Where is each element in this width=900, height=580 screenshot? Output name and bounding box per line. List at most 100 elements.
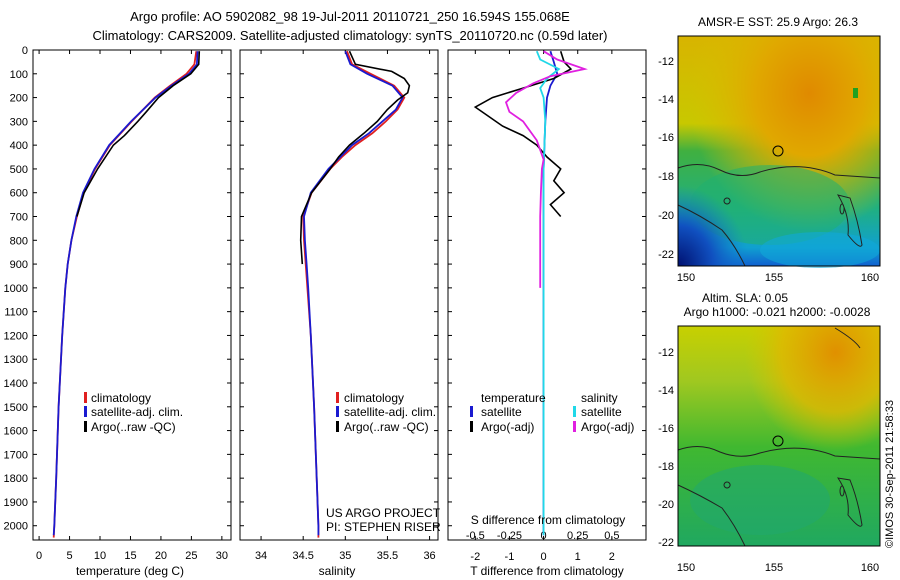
sla-xtick: 160 [861,562,879,574]
sst-float-position [772,145,784,157]
sla-float-position [772,435,784,447]
x-tick-label: 2 [609,551,615,563]
x-tick-label: 36 [423,550,435,562]
sla-xtick: 155 [765,562,783,574]
x-tick-label: 15 [124,550,136,562]
legend-satellite-label: satellite-adj. clim. [91,405,183,419]
s-diff-tick-label: -0.25 [497,530,522,542]
depth-tick-label: 1200 [4,330,28,342]
sst-ytick: -16 [658,132,674,144]
difference-panel-frame [447,49,647,541]
depth-tick-label: 400 [10,140,28,152]
figure-title-line2: Climatology: CARS2009. Satellite-adjuste… [93,28,608,43]
sla-map-frame [677,325,881,547]
sst-cold-corner [678,36,880,266]
sla-map [677,325,881,547]
legend-climatology-swatch [336,392,339,403]
series-line-climatology [52,51,198,538]
depth-tick-label: 200 [10,93,28,105]
series-line-argo-raw-qc- [76,51,201,217]
s-diff-tick-label: -0.5 [466,530,485,542]
s-diff-tick-label: 0.5 [604,530,619,542]
depth-tick-label: 1900 [4,497,28,509]
sst-pixel-anomaly [853,88,858,98]
sla-map-yticks: -12 -14 -16 -18 -20 -22 [658,347,674,549]
profile-series [52,50,588,538]
sst-map-frame [677,35,881,267]
sla-ytick: -20 [658,499,674,511]
legend-argo-swatch [84,421,87,432]
legend-satellite-swatch [84,406,87,417]
temperature-panel-frame [32,49,232,541]
legend-climatology-label: climatology [344,391,404,405]
legend-s-argo-swatch [573,421,576,432]
series-line-satellite-adj-clim- [52,51,199,536]
depth-tick-label: 800 [10,235,28,247]
sla-ytick: -12 [658,347,674,359]
legend-t-satellite-swatch [470,406,473,417]
series-line-satellite-adj-clim- [303,50,404,536]
x-tick-label: 30 [216,550,228,562]
legend-t-argo-swatch [470,421,473,432]
depth-tick-label: 1100 [4,307,28,319]
legend-satellite-swatch [336,406,339,417]
sla-map-title-line1: Altim. SLA: 0.05 [702,291,788,305]
x-tick-label: 5 [66,550,72,562]
depth-tick-label: 600 [10,188,28,200]
sst-xtick: 150 [677,272,695,284]
figure-title-line1: Argo profile: AO 5902082_98 19-Jul-2011 … [130,9,570,24]
legend-salinity-heading: salinity [581,391,618,405]
depth-axis: 0 100 200 300 400 500 600 700 800 900 1000 1100 1200… [4,45,646,533]
x-tick-label: 20 [155,550,167,562]
depth-tick-label: 700 [10,212,28,224]
x-tick-label: 35 [339,550,351,562]
legend-climatology-swatch [84,392,87,403]
s-diff-tick-label: 0 [541,530,547,542]
sst-ytick: -12 [658,56,674,68]
sst-xtick: 155 [765,272,783,284]
x-tick-label: -2 [470,551,480,563]
sla-xtick: 150 [677,562,695,574]
sla-ytick: -22 [658,537,674,549]
series-line-s-satellite [535,50,561,536]
depth-tick-label: 1400 [4,378,28,390]
sla-map-xticks: 150 155 160 [677,562,879,574]
sst-ytick: -20 [658,210,674,222]
depth-tick-label: 1500 [4,402,28,414]
legend-s-satellite-swatch [573,406,576,417]
legend-s-satellite-label: satellite [581,405,622,419]
depth-tick-label: 1800 [4,473,28,485]
x-tick-label: 0 [541,551,547,563]
difference-legend: temperature satellite Argo(-adj) salinit… [470,391,634,434]
x-tick-label: 34 [255,550,267,562]
sla-ytick: -14 [658,385,674,397]
sla-map-title-line2: Argo h1000: -0.021 h2000: -0.0028 [684,305,871,319]
x-tick-label: 25 [185,550,197,562]
x-tick-label: 0 [36,550,42,562]
sla-ytick: -16 [658,423,674,435]
temperature-xlabel: temperature (deg C) [76,564,184,578]
series-line-s-argo-adj- [504,50,588,288]
project-pi: PI: STEPHEN RISER [326,520,441,534]
legend-argo-swatch [336,421,339,432]
temperature-legend: climatology satellite-adj. clim. Argo(..… [84,391,183,434]
depth-tick-label: 900 [10,259,28,271]
depth-tick-label: 0 [22,45,28,57]
series-line-argo-raw-qc- [299,50,411,265]
depth-tick-label: 100 [10,69,28,81]
depth-tick-label: 1300 [4,354,28,366]
legend-t-argo-label: Argo(-adj) [481,420,534,434]
depth-tick-label: 300 [10,116,28,128]
legend-argo-label: Argo(..raw -QC) [344,420,429,434]
salinity-xlabel: salinity [319,564,356,578]
depth-tick-label: 500 [10,164,28,176]
salinity-legend: climatology satellite-adj. clim. Argo(..… [336,391,436,434]
sst-coastline [677,164,881,267]
difference-xlabel-top: S difference from climatology [471,513,626,527]
depth-tick-label: 2000 [4,521,28,533]
s-diff-tick-label: 0.25 [567,530,588,542]
legend-satellite-label: satellite-adj. clim. [344,405,436,419]
panel-axes: 0 5 10 15 20 25 30 34 34.5 35 35.5 36 -2-0.5-1-0.250… [36,50,620,563]
legend-temperature-heading: temperature [481,391,546,405]
sst-ytick: -14 [658,94,674,106]
